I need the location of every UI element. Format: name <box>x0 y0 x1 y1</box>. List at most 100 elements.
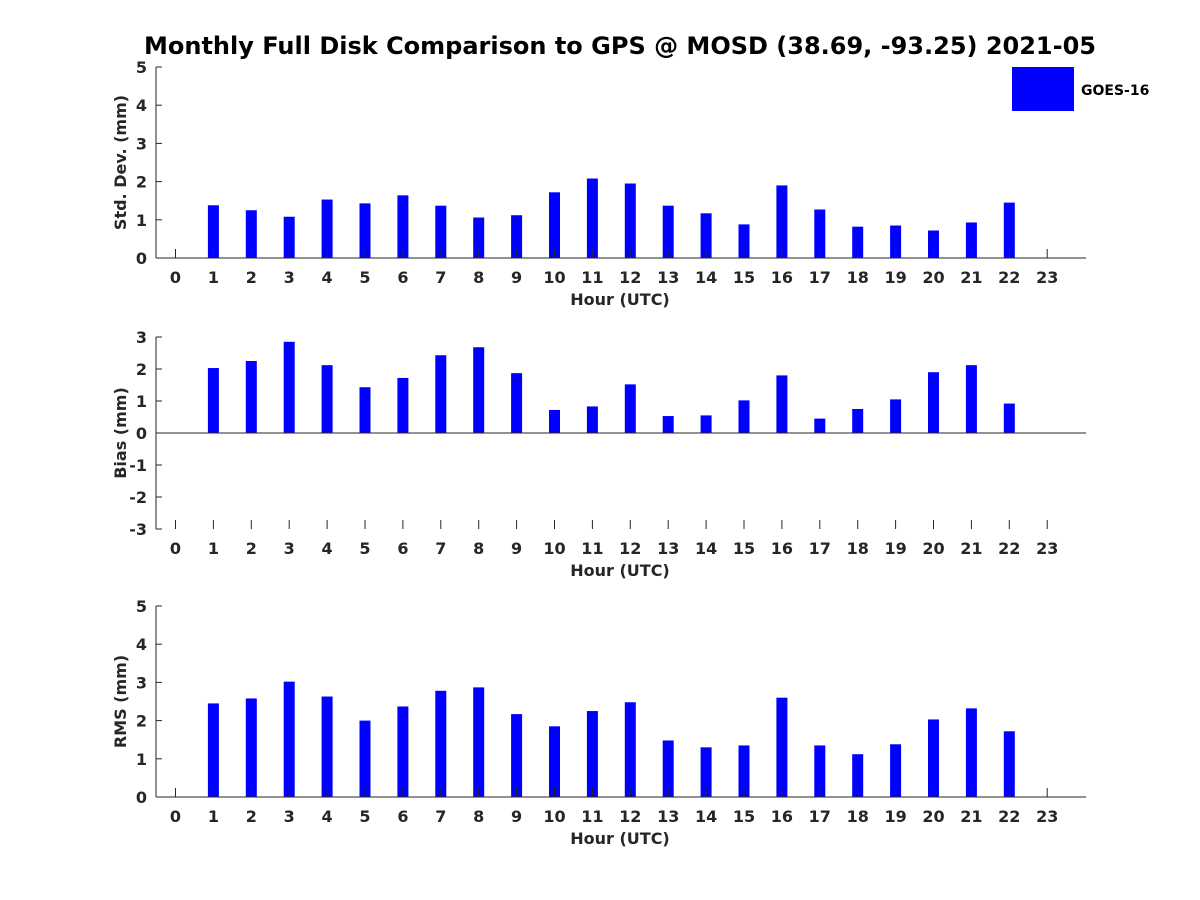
bar-hour-21 <box>965 222 977 258</box>
bar-hour-6 <box>397 195 409 258</box>
bar-hour-2 <box>245 698 257 797</box>
legend-swatch-goes-16 <box>1012 67 1074 111</box>
y-tick-label: -3 <box>129 520 147 539</box>
x-tick-label: 19 <box>884 539 906 558</box>
bar-hour-22 <box>1003 403 1015 433</box>
bar-hour-13 <box>662 416 674 433</box>
y-tick-label: 0 <box>136 788 147 807</box>
x-tick-label: 21 <box>960 268 982 287</box>
x-tick-label: 5 <box>359 268 370 287</box>
bar-hour-1 <box>207 703 219 797</box>
x-tick-label: 0 <box>170 807 181 826</box>
bar-hour-5 <box>359 387 371 433</box>
bar-hour-12 <box>624 702 636 797</box>
x-tick-label: 17 <box>809 807 831 826</box>
y-tick-label: 2 <box>136 360 147 379</box>
y-tick-label: 4 <box>136 96 147 115</box>
x-tick-label: 17 <box>809 539 831 558</box>
bar-hour-14 <box>700 415 712 433</box>
y-axis-label: Std. Dev. (mm) <box>111 95 130 230</box>
bar-hour-1 <box>207 368 219 433</box>
x-tick-label: 10 <box>543 539 565 558</box>
bar-hour-4 <box>321 199 333 258</box>
x-tick-label: 16 <box>771 268 793 287</box>
bar-hour-9 <box>511 714 523 797</box>
x-tick-label: 15 <box>733 807 755 826</box>
x-tick-label: 19 <box>884 268 906 287</box>
bar-hour-17 <box>814 418 826 433</box>
x-tick-label: 5 <box>359 539 370 558</box>
x-tick-label: 22 <box>998 807 1020 826</box>
x-tick-label: 4 <box>322 268 333 287</box>
bar-hour-16 <box>776 375 788 433</box>
x-tick-label: 6 <box>397 268 408 287</box>
bar-hour-17 <box>814 209 826 258</box>
x-tick-label: 3 <box>284 539 295 558</box>
x-tick-label: 23 <box>1036 539 1058 558</box>
x-tick-label: 22 <box>998 268 1020 287</box>
x-tick-label: 0 <box>170 268 181 287</box>
y-axis-label: RMS (mm) <box>111 655 130 748</box>
bar-hour-10 <box>549 726 560 797</box>
bar-hour-8 <box>473 347 485 433</box>
bar-hour-16 <box>776 697 788 797</box>
bar-hour-11 <box>586 406 598 433</box>
bar-hour-19 <box>890 399 902 433</box>
x-tick-label: 8 <box>473 268 484 287</box>
y-tick-label: 2 <box>136 173 147 192</box>
x-tick-label: 17 <box>809 268 831 287</box>
bar-hour-5 <box>359 720 371 797</box>
x-axis-label: Hour (UTC) <box>570 561 670 580</box>
x-tick-label: 15 <box>733 268 755 287</box>
x-tick-label: 14 <box>695 539 717 558</box>
x-tick-label: 12 <box>619 807 641 826</box>
bar-hour-20 <box>928 230 939 258</box>
bar-hour-3 <box>283 681 295 797</box>
bar-hour-16 <box>776 185 788 258</box>
bar-hour-21 <box>965 365 977 433</box>
y-tick-label: 0 <box>136 249 147 268</box>
bar-hour-18 <box>852 754 864 797</box>
bar-hour-4 <box>321 696 333 797</box>
x-tick-label: 13 <box>657 268 679 287</box>
y-tick-label: 5 <box>136 597 147 616</box>
x-tick-label: 7 <box>435 268 446 287</box>
x-tick-label: 1 <box>208 807 219 826</box>
x-tick-label: 5 <box>359 807 370 826</box>
x-tick-label: 7 <box>435 807 446 826</box>
bar-hour-10 <box>549 409 560 433</box>
y-tick-label: -2 <box>129 488 147 507</box>
x-tick-label: 18 <box>847 807 869 826</box>
x-tick-label: 20 <box>922 807 944 826</box>
x-tick-label: 21 <box>960 539 982 558</box>
bar-hour-10 <box>549 192 560 258</box>
x-tick-label: 8 <box>473 807 484 826</box>
x-tick-label: 14 <box>695 268 717 287</box>
x-tick-label: 2 <box>246 807 257 826</box>
bar-hour-19 <box>890 225 902 258</box>
x-tick-label: 13 <box>657 807 679 826</box>
bar-hour-20 <box>928 372 939 433</box>
x-tick-label: 20 <box>922 539 944 558</box>
x-tick-label: 18 <box>847 539 869 558</box>
x-tick-label: 11 <box>581 268 603 287</box>
bar-hour-2 <box>245 210 257 258</box>
bar-hour-18 <box>852 226 864 258</box>
x-tick-label: 6 <box>397 807 408 826</box>
bar-hour-15 <box>738 745 750 797</box>
x-tick-label: 19 <box>884 807 906 826</box>
x-tick-label: 1 <box>208 268 219 287</box>
x-tick-label: 10 <box>543 268 565 287</box>
bar-hour-11 <box>586 178 598 258</box>
x-tick-label: 21 <box>960 807 982 826</box>
bar-hour-3 <box>283 216 295 258</box>
y-tick-label: 3 <box>136 673 147 692</box>
x-tick-label: 9 <box>511 539 522 558</box>
bar-hour-4 <box>321 365 333 433</box>
bar-hour-12 <box>624 183 636 258</box>
x-tick-label: 9 <box>511 807 522 826</box>
bar-hour-11 <box>586 711 598 797</box>
